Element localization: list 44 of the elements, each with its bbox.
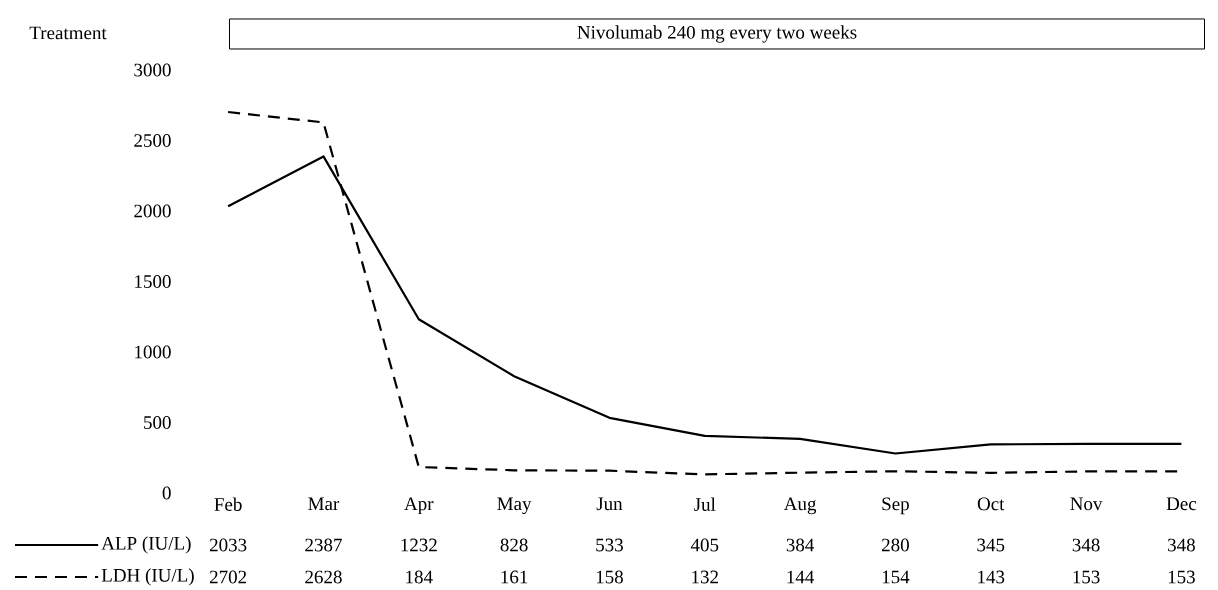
y-tick-label: 500 bbox=[144, 416, 171, 430]
x-tick-label: Mar bbox=[308, 497, 340, 511]
text: Nivolumab 240 mg every two weeks bbox=[577, 25, 857, 43]
x-tick-label: Dec bbox=[1166, 497, 1197, 511]
y-tick-label: 1000 bbox=[135, 345, 171, 359]
x-tick-label: Jun bbox=[596, 497, 623, 511]
data-label: 158 bbox=[596, 570, 623, 584]
y-tick-label: 1500 bbox=[135, 275, 171, 289]
data-label: 1232 bbox=[401, 538, 437, 552]
data-label: 184 bbox=[406, 570, 433, 584]
x-tick-label: Oct bbox=[977, 497, 1005, 511]
x-tick-label: May bbox=[497, 497, 532, 515]
legend-label: ALP (IU/L) bbox=[101, 536, 191, 554]
data-label: 384 bbox=[786, 538, 815, 552]
x-tick-label: Apr bbox=[404, 497, 434, 515]
data-label: 2033 bbox=[209, 538, 247, 552]
data-label: 153 bbox=[1073, 570, 1100, 584]
data-label: 345 bbox=[977, 538, 1005, 552]
data-label: 143 bbox=[978, 570, 1005, 584]
data-label: 154 bbox=[882, 570, 910, 584]
data-label: 348 bbox=[1168, 538, 1195, 552]
data-label: 828 bbox=[500, 538, 528, 552]
data-label: 533 bbox=[596, 538, 623, 552]
data-label: 132 bbox=[692, 570, 718, 584]
data-label: 2702 bbox=[209, 570, 247, 584]
y-tick-label: 0 bbox=[162, 486, 171, 500]
data-label: 161 bbox=[501, 570, 528, 584]
data-label: 144 bbox=[787, 570, 815, 584]
x-tick-label: Jul bbox=[694, 497, 716, 512]
y-tick-label: 3000 bbox=[134, 63, 171, 77]
y-tick-label: 2500 bbox=[134, 134, 171, 148]
x-tick-label: Sep bbox=[882, 497, 909, 515]
x-tick-label: Nov bbox=[1070, 497, 1103, 511]
data-label: 2628 bbox=[305, 570, 342, 584]
data-label: 405 bbox=[690, 538, 719, 552]
data-label: 280 bbox=[882, 538, 909, 552]
legend-label: LDH (IU/L) bbox=[101, 568, 194, 586]
data-label: 348 bbox=[1072, 538, 1100, 552]
text: Treatment bbox=[29, 26, 107, 40]
x-tick-label: Feb bbox=[214, 497, 242, 512]
data-label: 2387 bbox=[305, 538, 342, 552]
x-tick-label: Aug bbox=[783, 497, 817, 515]
y-tick-label: 2000 bbox=[134, 204, 171, 218]
data-label: 153 bbox=[1168, 570, 1195, 584]
